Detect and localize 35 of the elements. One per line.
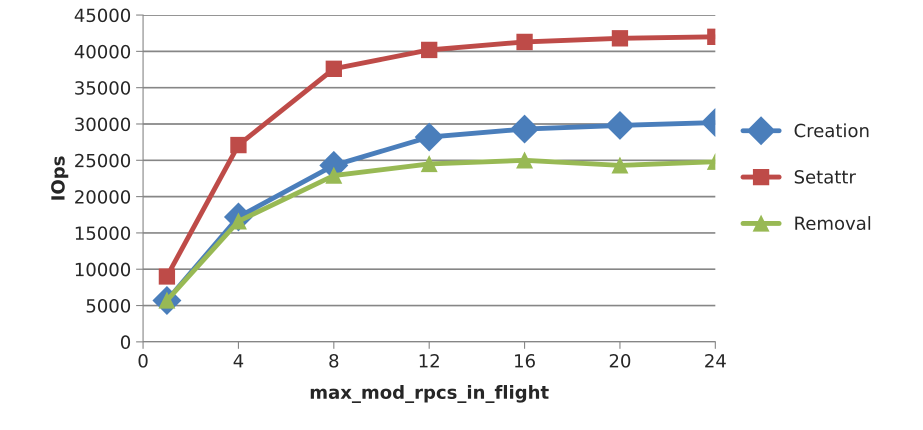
- y-tick-label: 10000: [76, 262, 130, 276]
- y-axis-title: IOps: [51, 156, 68, 200]
- legend-label: Creation: [794, 123, 868, 138]
- y-tick-label: 45000: [74, 8, 130, 22]
- point: [230, 136, 247, 154]
- x-tick-label: 4: [234, 354, 244, 368]
- x-tick-label: 24: [705, 354, 726, 368]
- point: [421, 156, 438, 172]
- point: [421, 42, 438, 58]
- y-tick-label: 5000: [86, 299, 130, 313]
- point: [510, 114, 539, 144]
- x-tick-label: 8: [329, 354, 338, 368]
- point: [516, 152, 533, 168]
- point: [326, 60, 342, 77]
- point: [612, 30, 628, 46]
- legend-label: Removal: [795, 216, 870, 230]
- point: [606, 111, 634, 140]
- point: [516, 34, 533, 50]
- legend-label: Setattr: [794, 170, 856, 184]
- y-tick-label: 0: [120, 335, 130, 349]
- y-tick-label: 25000: [75, 154, 130, 168]
- y-tick-label: 35000: [75, 81, 130, 95]
- x-tick-label: 12: [420, 354, 439, 368]
- y-tick-label: 30000: [75, 117, 130, 132]
- y-tick-label: 40000: [74, 44, 130, 58]
- y-tick-label: 20000: [75, 190, 130, 204]
- point: [612, 157, 628, 174]
- point: [326, 167, 342, 184]
- x-axis-title: max_mod_rpcs_in_flight: [310, 385, 549, 403]
- x-tick-label: 0: [138, 354, 148, 368]
- point: [414, 122, 444, 152]
- x-tick-label: 20: [610, 354, 630, 368]
- x-tick-label: 16: [515, 354, 535, 368]
- y-tick-label: 15000: [76, 226, 130, 240]
- point: [158, 268, 176, 285]
